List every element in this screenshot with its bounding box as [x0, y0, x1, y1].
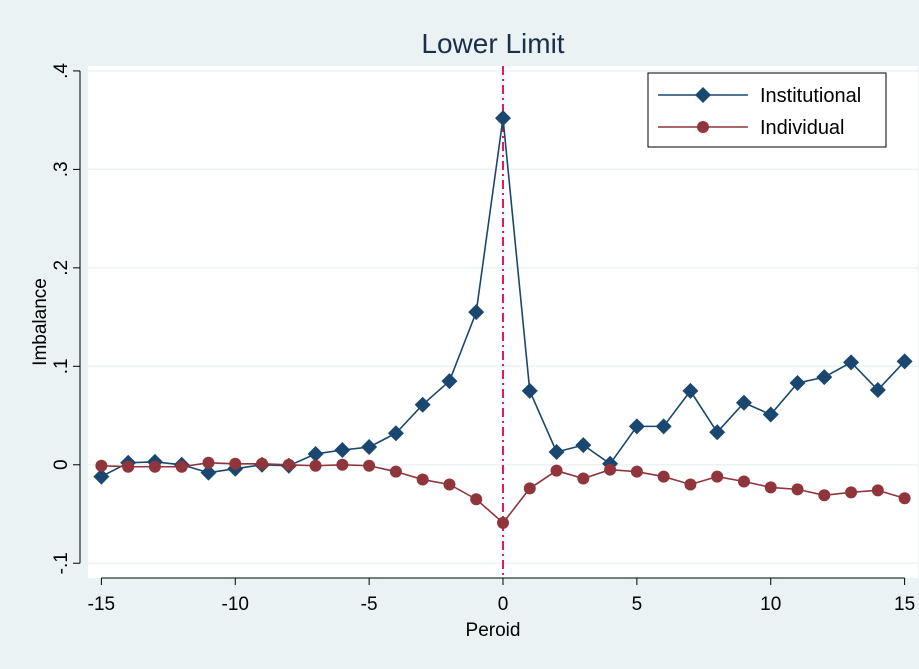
- data-point-individual: [871, 484, 884, 497]
- data-point-individual: [550, 464, 563, 477]
- data-point-institutional: [789, 375, 806, 392]
- data-point-individual: [898, 492, 911, 505]
- data-point-institutional: [334, 442, 351, 458]
- chart-title: Lower Limit: [421, 28, 564, 59]
- data-point-individual: [336, 458, 349, 471]
- data-point-institutional: [709, 424, 726, 441]
- data-point-individual: [818, 489, 831, 502]
- data-point-institutional: [495, 110, 511, 127]
- data-point-institutional: [628, 418, 645, 435]
- data-point-individual: [764, 481, 777, 494]
- legend-label-institutional: Institutional: [760, 85, 861, 107]
- x-tick-label: -15: [88, 594, 115, 615]
- legend-label-individual: Individual: [760, 117, 845, 139]
- y-tick-label: .1: [51, 358, 72, 374]
- y-tick-label: .4: [51, 63, 72, 79]
- data-point-individual: [711, 470, 724, 483]
- data-point-individual: [523, 482, 536, 495]
- data-point-institutional: [93, 468, 110, 485]
- x-tick-label: 15: [894, 594, 915, 615]
- x-tick-label: -5: [361, 594, 378, 615]
- data-point-individual: [737, 475, 750, 488]
- data-point-institutional: [361, 439, 378, 456]
- data-point-individual: [202, 456, 215, 469]
- data-point-institutional: [521, 382, 538, 399]
- data-point-institutional: [896, 353, 913, 370]
- data-point-individual: [309, 459, 322, 472]
- data-point-individual: [657, 470, 670, 483]
- data-point-individual: [577, 472, 590, 485]
- data-point-institutional: [869, 381, 886, 398]
- legend-marker-circle: [697, 121, 709, 133]
- data-point-institutional: [307, 445, 324, 462]
- legend: Institutional Individual: [647, 72, 887, 148]
- data-point-institutional: [575, 437, 592, 454]
- data-point-individual: [416, 473, 429, 486]
- data-point-individual: [122, 460, 135, 473]
- data-point-institutional: [762, 406, 779, 423]
- legend-box: [647, 72, 887, 148]
- data-point-institutional: [655, 418, 672, 435]
- data-point-individual: [443, 478, 456, 491]
- x-tick-label: 5: [632, 594, 643, 615]
- data-point-institutional: [414, 396, 431, 413]
- y-tick-label: .3: [51, 161, 72, 177]
- data-point-institutional: [682, 382, 699, 399]
- data-point-institutional: [548, 443, 565, 460]
- data-point-individual: [497, 516, 509, 529]
- data-point-individual: [604, 463, 617, 476]
- data-point-individual: [95, 459, 108, 472]
- data-point-institutional: [200, 464, 217, 481]
- data-point-institutional: [816, 369, 833, 386]
- axes: -.1 0 .1 .2 .3 .4 -15 -10 -5 0 5 10 15: [51, 63, 915, 615]
- data-point-institutional: [387, 425, 404, 442]
- legend-marker-diamond: [695, 87, 711, 103]
- x-tick-label: -10: [222, 594, 249, 615]
- x-axis-label: Peroid: [466, 620, 521, 641]
- data-point-individual: [791, 483, 804, 496]
- data-point-individual: [630, 465, 643, 478]
- y-axis-label: Imbalance: [30, 278, 51, 366]
- data-point-institutional: [843, 354, 860, 371]
- data-point-individual: [684, 478, 697, 491]
- data-point-individual: [229, 457, 242, 470]
- data-point-individual: [389, 465, 402, 478]
- data-point-individual: [470, 493, 483, 506]
- y-tick-label: 0: [51, 459, 72, 470]
- data-point-individual: [282, 458, 295, 471]
- x-tick-label: 10: [760, 594, 781, 615]
- data-point-individual: [363, 459, 376, 472]
- data-point-individual: [175, 460, 188, 473]
- data-point-individual: [845, 486, 858, 499]
- x-tick-label: 0: [498, 594, 509, 615]
- series-layer: [93, 110, 913, 529]
- y-tick-label: .2: [51, 260, 72, 276]
- data-point-institutional: [441, 373, 458, 390]
- data-point-institutional: [468, 304, 485, 321]
- y-tick-label: -.1: [51, 552, 72, 574]
- data-point-individual: [148, 460, 161, 473]
- data-point-individual: [256, 457, 269, 470]
- data-point-institutional: [735, 394, 752, 411]
